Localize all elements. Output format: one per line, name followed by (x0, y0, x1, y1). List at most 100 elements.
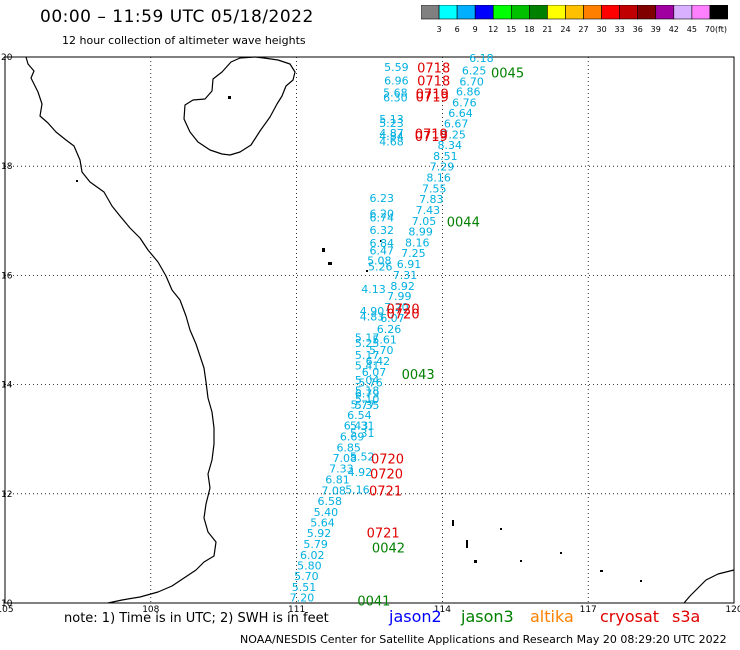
pass-time-label: 0719 (415, 130, 448, 145)
island (452, 520, 454, 526)
pass-time-label: 0044 (447, 215, 480, 230)
swh-value: 7.08 (333, 452, 358, 465)
lat-tick-label: 10 (1, 599, 13, 609)
swh-value: 6.58 (317, 495, 342, 508)
swh-value: 6.30 (383, 91, 408, 104)
colorbar-label: 3 (437, 25, 442, 34)
island (474, 560, 477, 563)
swh-value: 8.16 (426, 172, 451, 185)
swh-value: 6.70 (459, 76, 484, 89)
vietnam-coast (25, 56, 217, 604)
pass-time-label: 0719 (415, 127, 448, 142)
swh-value: 6.32 (370, 224, 395, 237)
swh-value: 6.23 (370, 192, 395, 205)
swh-value: 4.83 (360, 310, 385, 323)
colorbar-label: 15 (506, 25, 516, 34)
colorbar-label: 18 (524, 25, 534, 34)
pass-time-label: 0720 (371, 452, 404, 467)
swh-value: 6.18 (469, 52, 494, 65)
island (466, 540, 468, 548)
swh-value: 4.90 (360, 305, 385, 318)
swh-value: 6.67 (444, 118, 469, 131)
colorbar-label: 36 (633, 25, 643, 34)
swh-value: 4.84 (379, 130, 404, 143)
lat-tick-label: 12 (1, 490, 12, 500)
colorbar-label: 33 (615, 25, 625, 34)
swh-value: 8.51 (433, 150, 458, 163)
island (600, 570, 603, 572)
swh-value: 7.05 (412, 215, 437, 228)
swh-value: 8.99 (408, 226, 433, 239)
swh-value: 7.20 (290, 592, 315, 605)
hainan-island (183, 56, 296, 156)
swh-value: 7.43 (416, 204, 441, 217)
swh-value: 8.92 (390, 280, 415, 293)
swh-value: 5.59 (384, 61, 409, 74)
swh-value: 7.25 (401, 247, 426, 260)
lon-tick-label: 114 (434, 605, 451, 615)
swh-value: 6.64 (448, 107, 473, 120)
island (228, 96, 231, 99)
swh-value: 5.18 (355, 385, 380, 398)
island (380, 240, 382, 242)
swh-value: 7.25 (441, 129, 466, 142)
swh-value: 6.91 (397, 258, 422, 271)
swh-value: 5.23 (379, 117, 404, 130)
pass-time-label: 0045 (491, 66, 524, 81)
colorbar-label: 70 (705, 25, 715, 34)
colorbar-label: 9 (473, 25, 478, 34)
pass-time-label: 0041 (357, 594, 390, 609)
swh-value: 5.70 (294, 570, 319, 583)
swh-value: 5.35 (355, 399, 380, 412)
island (500, 528, 502, 530)
lon-tick-label: 120 (725, 605, 740, 615)
footer-note: note: 1) Time is in UTC; 2) SWH is in fe… (64, 611, 329, 626)
swh-value: 5.31 (350, 420, 375, 433)
axis-tick-labels: 105 108 111 114 117 120 10 12 14 16 18 20 (0, 53, 740, 615)
coastline (25, 56, 735, 604)
swh-value: 6.07 (380, 312, 405, 325)
swh-value: 5.40 (314, 506, 339, 519)
borneo-coast (683, 569, 735, 604)
swh-value: 5.68 (383, 86, 408, 99)
swh-value: 7.33 (329, 463, 354, 476)
swh-value: 6.76 (452, 96, 477, 109)
lon-tick-label: 117 (580, 605, 597, 615)
swh-value: 7.20 (384, 301, 409, 314)
colorbar-label: 21 (542, 25, 552, 34)
small-islands (76, 96, 642, 582)
pass-time-label: 0043 (402, 368, 435, 383)
lat-tick-label: 14 (1, 381, 13, 391)
swh-value: 6.74 (370, 212, 395, 225)
island (328, 262, 332, 265)
island (640, 580, 642, 582)
colorbar-label: 42 (669, 25, 679, 34)
swh-value: 6.96 (384, 74, 409, 87)
pass-time-labels: 0718071807190719071907190720072007200720… (357, 61, 524, 609)
lat-lon-grid (5, 57, 734, 603)
map-frame (4, 56, 735, 604)
lon-tick-label: 105 (0, 605, 14, 615)
colorbar-label: 39 (651, 25, 661, 34)
swh-value: 5.04 (355, 374, 380, 387)
swh-value: 8.34 (438, 139, 463, 152)
pass-time-label: 0718 (417, 74, 450, 89)
island (322, 248, 325, 252)
swh-value: 5.61 (372, 333, 397, 346)
swh-value: 4.68 (379, 136, 404, 149)
pass-time-label: 0719 (416, 88, 449, 103)
swh-value: 6.79 (355, 387, 380, 400)
swh-value: 6.69 (340, 430, 365, 443)
pass-time-label: 0721 (369, 485, 402, 500)
swh-value: 6.42 (366, 355, 391, 368)
wave-height-colorbar: 3 6 9 12 15 18 21 24 27 30 33 36 39 42 45 70 (ft) (421, 5, 728, 34)
island (520, 560, 522, 562)
swh-value: 5.10 (355, 393, 380, 406)
swh-value: 5.16 (345, 483, 370, 496)
colorbar-label: 24 (560, 25, 570, 34)
wave-height-values: 5.596.965.686.30 5.135.234.874.844.68 6.23… (290, 52, 494, 604)
swh-value: 6.54 (347, 409, 372, 422)
pass-time-label: 0719 (416, 90, 449, 105)
pass-time-label: 0042 (372, 541, 405, 556)
